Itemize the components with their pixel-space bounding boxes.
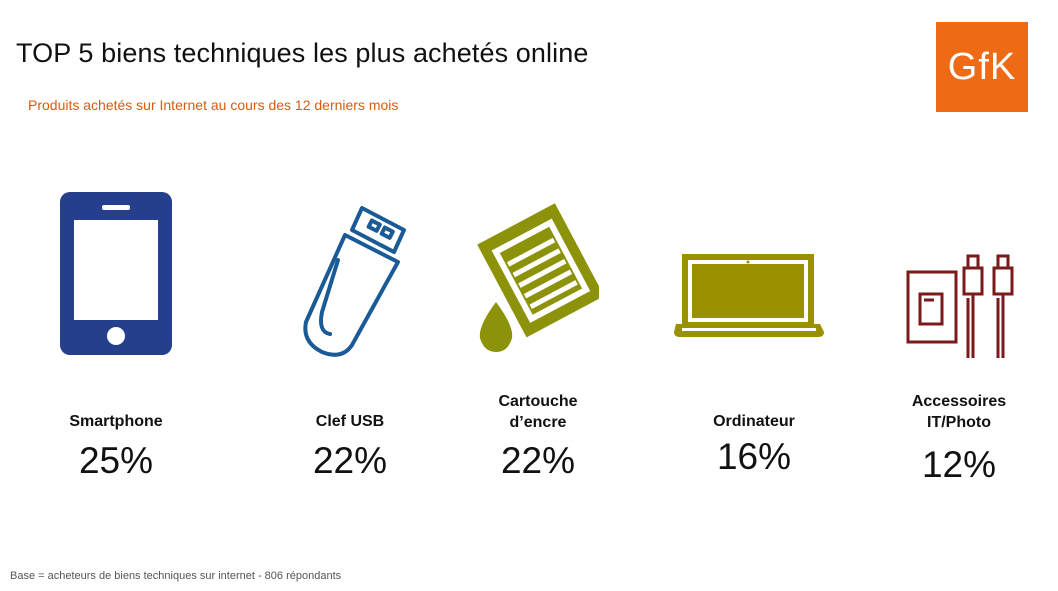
item-label-usb: Clef USB: [315, 413, 385, 430]
accessories-icon: [904, 254, 1016, 367]
smartphone-icon: [60, 192, 172, 360]
laptop-icon: [674, 252, 824, 347]
item-label-accessories-text: Accessoires IT/Photo: [911, 393, 1007, 431]
item-label-smartphone: Smartphone: [69, 413, 163, 430]
item-value-laptop: 16%: [716, 436, 792, 477]
usb-key-icon: [300, 200, 415, 365]
item-value-smartphone: 25%: [78, 440, 154, 481]
footer-base-note: Base = acheteurs de biens techniques sur…: [10, 570, 342, 582]
logo-text: GfK: [947, 45, 1017, 88]
item-label-cartridge: Cartouche d’encre: [448, 391, 628, 433]
ink-cartridge-icon: [474, 198, 605, 359]
item-label-accessories: Accessoires IT/Photo: [869, 391, 1049, 433]
item-value-usb: 22%: [312, 440, 388, 481]
item-value-accessories: 12%: [921, 444, 997, 485]
item-label-cartridge-text: Cartouche d’encre: [498, 393, 578, 431]
page-subtitle: Produits achetés sur Internet au cours d…: [28, 97, 399, 113]
page-title: TOP 5 biens techniques les plus achetés …: [16, 38, 589, 68]
item-value-cartridge: 22%: [500, 440, 576, 481]
item-label-laptop: Ordinateur: [713, 413, 795, 430]
gfk-logo: GfK: [936, 22, 1028, 112]
